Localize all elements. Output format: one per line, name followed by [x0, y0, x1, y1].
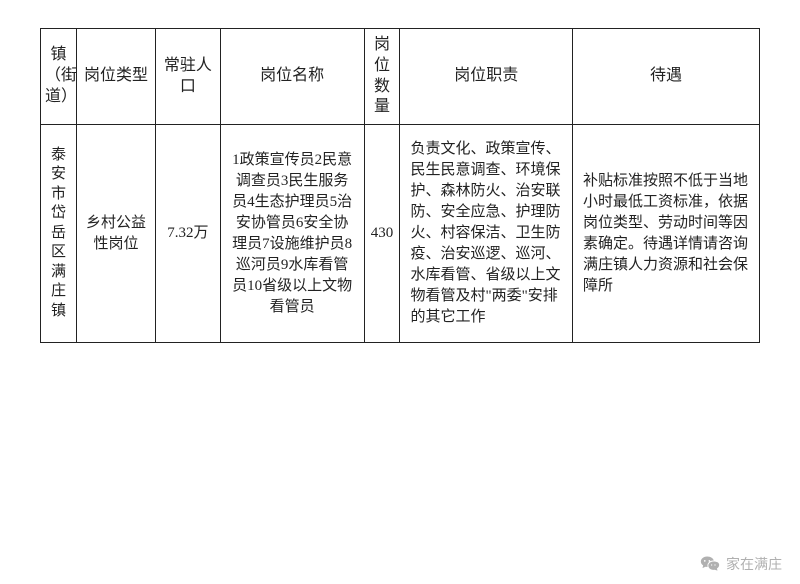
header-name: 岗位名称	[220, 29, 364, 125]
header-duty: 岗位职责	[400, 29, 573, 125]
header-population: 常驻人口	[156, 29, 221, 125]
cell-town: 泰安市岱岳区满庄镇	[41, 125, 77, 343]
positions-table: 镇（街道） 岗位类型 常驻人口 岗位名称 岗位数量 岗位职责 待遇 泰安市岱岳区…	[40, 28, 760, 343]
cell-positions: 1政策宣传员2民意调查员3民生服务员4生态护理员5治安协管员6安全协理员7设施维…	[220, 125, 364, 343]
cell-type: 乡村公益性岗位	[76, 125, 155, 343]
cell-population: 7.32万	[156, 125, 221, 343]
cell-treatment: 补贴标准按照不低于当地小时最低工资标准，依据岗位类型、劳动时间等因素确定。待遇详…	[573, 125, 760, 343]
header-type: 岗位类型	[76, 29, 155, 125]
header-row: 镇（街道） 岗位类型 常驻人口 岗位名称 岗位数量 岗位职责 待遇	[41, 29, 760, 125]
positions-table-container: 镇（街道） 岗位类型 常驻人口 岗位名称 岗位数量 岗位职责 待遇 泰安市岱岳区…	[40, 28, 760, 343]
wechat-icon	[700, 554, 720, 574]
cell-duty: 负责文化、政策宣传、民生民意调查、环境保护、森林防火、治安联防、安全应急、护理防…	[400, 125, 573, 343]
header-town: 镇（街道）	[41, 29, 77, 125]
cell-quantity: 430	[364, 125, 400, 343]
table-row: 泰安市岱岳区满庄镇 乡村公益性岗位 7.32万 1政策宣传员2民意调查员3民生服…	[41, 125, 760, 343]
watermark: 家在满庄	[700, 554, 782, 574]
watermark-text: 家在满庄	[726, 554, 782, 574]
header-treatment: 待遇	[573, 29, 760, 125]
header-quantity: 岗位数量	[364, 29, 400, 125]
